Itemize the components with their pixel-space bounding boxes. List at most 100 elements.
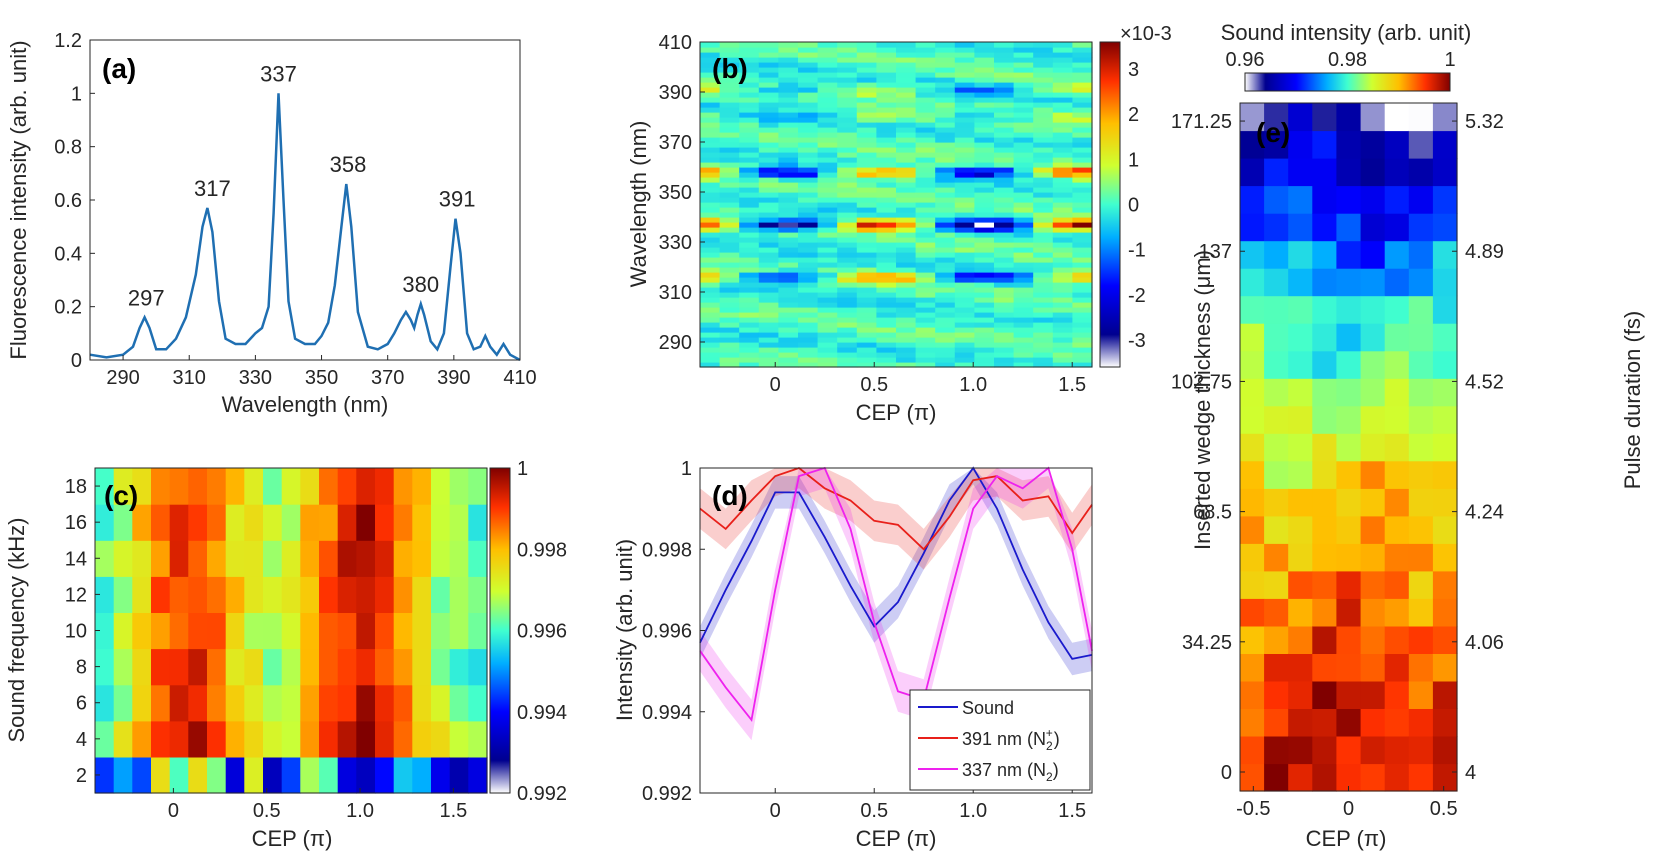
heatmap-cell (1336, 240, 1362, 269)
heatmap-cell (1033, 282, 1054, 288)
heatmap-cell (1072, 332, 1093, 338)
heatmap-cell (817, 362, 838, 368)
x-tick-label: 1.0 (959, 800, 987, 822)
heatmap-cell (1033, 247, 1054, 253)
heatmap-cell (1013, 87, 1034, 93)
heatmap-cell (994, 92, 1015, 98)
heatmap-cell (798, 167, 819, 173)
heatmap-cell (778, 77, 799, 83)
heatmap-cell (778, 142, 799, 148)
heatmap-cell (1013, 77, 1034, 83)
heatmap-cell (758, 162, 779, 168)
heatmap-cell (1013, 272, 1034, 278)
heatmap-cell (954, 362, 975, 368)
heatmap-cell (263, 684, 283, 722)
heatmap-cell (719, 217, 740, 223)
heatmap-cell (994, 82, 1015, 88)
heatmap-cell (1264, 708, 1289, 737)
heatmap-cell (1384, 433, 1410, 462)
heatmap-cell (974, 167, 995, 173)
heatmap-cell (1360, 625, 1386, 654)
heatmap-cell (837, 237, 858, 243)
heatmap-cell (1072, 292, 1093, 298)
heatmap-cell (896, 222, 917, 228)
heatmap-cell (896, 247, 917, 253)
heatmap-cell (876, 242, 897, 248)
heatmap-cell (935, 147, 956, 153)
heatmap-cell (876, 327, 897, 333)
heatmap-cell (856, 302, 877, 308)
heatmap-cell (1360, 405, 1386, 434)
heatmap-cell (1013, 142, 1034, 148)
heatmap-cell (974, 87, 995, 93)
heatmap-cell (876, 182, 897, 188)
heatmap-cell (1033, 117, 1054, 123)
heatmap-cell (778, 317, 799, 323)
heatmap-cell (935, 42, 956, 48)
heatmap-cell (1033, 267, 1054, 273)
heatmap-cell (1052, 357, 1073, 363)
heatmap-cell (719, 302, 740, 308)
heatmap-cell (876, 87, 897, 93)
heatmap-cell (1240, 763, 1265, 792)
heatmap-cell (95, 468, 115, 505)
heatmap-cell (935, 347, 956, 353)
heatmap-cell (876, 207, 897, 213)
heatmap-cell (935, 87, 956, 93)
heatmap-cell (95, 612, 115, 650)
heatmap-cell (1264, 405, 1289, 434)
heatmap-cell (954, 237, 975, 243)
heatmap-cell (935, 287, 956, 293)
heatmap-cell (244, 612, 264, 650)
heatmap-cell (837, 172, 858, 178)
heatmap-cell (896, 182, 917, 188)
panel-b-label: (b) (712, 53, 748, 84)
heatmap-cell (994, 217, 1015, 223)
heatmap-cell (954, 157, 975, 163)
heatmap-cell (739, 357, 760, 363)
heatmap-cell (856, 42, 877, 48)
heatmap-cell (915, 337, 936, 343)
heatmap-cell (994, 137, 1015, 143)
heatmap-cell (778, 357, 799, 363)
heatmap-cell (1033, 137, 1054, 143)
heatmap-cell (974, 212, 995, 218)
heatmap-cell (739, 162, 760, 168)
heatmap-cell (1432, 515, 1458, 544)
heatmap-cell (1312, 488, 1337, 517)
heatmap-cell (994, 167, 1015, 173)
heatmap-cell (700, 132, 721, 138)
heatmap-cell (798, 362, 819, 368)
heatmap-cell (817, 102, 838, 108)
heatmap-cell (739, 257, 760, 263)
heatmap-cell (739, 322, 760, 328)
heatmap-cell (798, 162, 819, 168)
heatmap-cell (837, 217, 858, 223)
heatmap-cell (225, 576, 245, 613)
heatmap-cell (337, 576, 357, 613)
heatmap-cell (1033, 197, 1054, 203)
heatmap-cell (994, 127, 1015, 133)
heatmap-cell (994, 207, 1015, 213)
heatmap-cell (1013, 352, 1034, 358)
heatmap-cell (719, 92, 740, 98)
heatmap-cell (1336, 433, 1362, 462)
heatmap-cell (132, 720, 152, 758)
heatmap-cell (449, 720, 469, 758)
heatmap-cell (1312, 185, 1337, 214)
heatmap-cell (817, 292, 838, 298)
heatmap-cell (896, 152, 917, 158)
panel-c-label: (c) (104, 480, 138, 511)
heatmap-cell (974, 362, 995, 368)
heatmap-cell (758, 182, 779, 188)
x-tick-label: 0 (770, 374, 781, 396)
heatmap-cell (915, 227, 936, 233)
heatmap-cell (719, 342, 740, 348)
heatmap-cell (994, 72, 1015, 78)
heatmap-cell (1033, 192, 1054, 198)
heatmap-cell (876, 162, 897, 168)
heatmap-cell (169, 540, 189, 577)
heatmap-cell (837, 357, 858, 363)
y-tick-label: 16 (65, 512, 87, 534)
heatmap-cell (935, 102, 956, 108)
